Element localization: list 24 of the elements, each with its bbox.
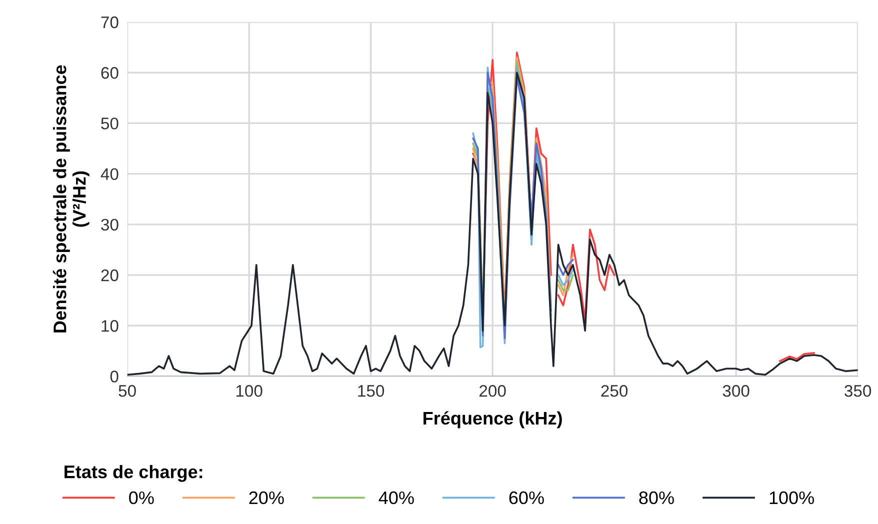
y-tick-label: 70 bbox=[101, 16, 118, 28]
y-axis-title: Densité spectrale de puissance (V²/Hz) bbox=[52, 65, 90, 332]
legend-label: 20% bbox=[249, 491, 284, 504]
x-tick-label: 300 bbox=[722, 385, 750, 397]
x-tick-label: 100 bbox=[236, 385, 262, 397]
legend-label: 60% bbox=[509, 491, 544, 504]
x-tick-label: 350 bbox=[844, 385, 872, 397]
y-tick-label: 40 bbox=[100, 168, 118, 180]
legend-label: 0% bbox=[129, 491, 154, 504]
y-tick-label: 50 bbox=[101, 118, 118, 130]
legend-title: Etats de charge: bbox=[64, 464, 202, 482]
x-tick-label: 50 bbox=[118, 385, 136, 397]
y-tick-label: 10 bbox=[102, 320, 118, 332]
x-tick-label: 250 bbox=[601, 385, 628, 397]
legend-label: 80% bbox=[639, 491, 674, 504]
y-tick-label: 20 bbox=[101, 269, 118, 282]
x-axis-title: Fréquence (kHz) bbox=[424, 411, 562, 428]
y-tick-label: 0 bbox=[110, 370, 118, 382]
legend-label: 40% bbox=[378, 491, 414, 504]
y-tick-label: 60 bbox=[101, 67, 118, 79]
legend-label: 100% bbox=[770, 491, 814, 504]
x-tick-label: 200 bbox=[479, 385, 506, 397]
y-tick-label: 30 bbox=[101, 218, 118, 231]
x-tick-label: 150 bbox=[358, 385, 384, 397]
